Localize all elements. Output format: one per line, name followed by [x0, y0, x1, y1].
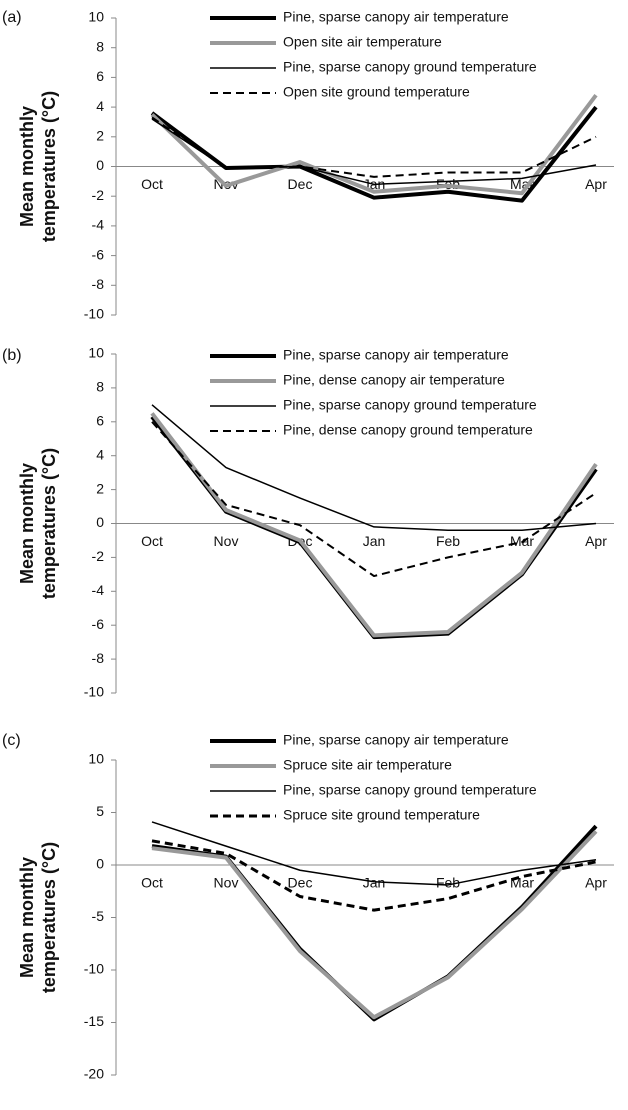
y-tick-label: -20	[84, 1066, 104, 1082]
y-tick-label: -2	[92, 548, 105, 564]
x-tick-label: Jan	[363, 875, 386, 891]
y-axis-label-line: temperatures (°C)	[39, 91, 59, 242]
series-line	[150, 412, 598, 638]
legend-label: Pine, sparse canopy ground temperature	[283, 397, 537, 413]
legend-label: Pine, sparse canopy ground temperature	[283, 782, 537, 798]
y-tick-label: 2	[96, 128, 104, 144]
y-axis-label-line: Mean monthly	[17, 106, 37, 227]
y-tick-label: 5	[96, 803, 104, 819]
y-tick-label: -10	[84, 684, 104, 700]
legend-label: Open site air temperature	[283, 34, 442, 50]
y-tick-label: -10	[84, 306, 104, 322]
panel-label: (b)	[2, 347, 22, 364]
y-axis-label-line: temperatures (°C)	[39, 448, 59, 599]
y-tick-label: 4	[96, 98, 104, 114]
x-tick-label: Oct	[141, 533, 163, 549]
y-axis-label: Mean monthly temperatures (°C)	[17, 91, 59, 242]
series-line	[151, 839, 597, 912]
panel-label: (c)	[2, 732, 21, 749]
series-line	[151, 404, 597, 532]
y-tick-label: -8	[92, 650, 105, 666]
y-tick-label: 10	[88, 345, 104, 361]
y-axis-label: Mean monthly temperatures (°C)	[17, 842, 59, 993]
legend-label: Pine, sparse canopy ground temperature	[283, 59, 537, 75]
y-axis-label-line: Mean monthly	[17, 463, 37, 584]
series-line	[150, 94, 598, 196]
y-axis-label-line: temperatures (°C)	[39, 842, 59, 993]
legend-label: Pine, sparse canopy air temperature	[283, 732, 509, 748]
x-tick-label: Dec	[288, 875, 313, 891]
y-tick-label: -6	[92, 246, 105, 262]
legend-label: Spruce site ground temperature	[283, 807, 480, 823]
y-tick-label: -8	[92, 276, 105, 292]
y-tick-label: 0	[96, 157, 104, 173]
x-tick-label: Apr	[585, 875, 607, 891]
legend-label: Pine, sparse canopy air temperature	[283, 347, 509, 363]
x-tick-label: Mar	[510, 875, 534, 891]
series-line	[151, 821, 597, 886]
x-tick-label: Oct	[141, 176, 163, 192]
legend-label: Pine, dense canopy ground temperature	[283, 422, 533, 438]
y-tick-label: -4	[92, 582, 105, 598]
x-tick-label: Feb	[436, 533, 460, 549]
series-line	[151, 118, 597, 186]
x-tick-label: Nov	[214, 875, 239, 891]
series-line	[151, 116, 597, 178]
y-tick-label: -4	[92, 217, 105, 233]
x-tick-label: Dec	[288, 176, 313, 192]
series-line	[151, 421, 597, 578]
y-tick-label: 10	[88, 751, 104, 767]
y-tick-label: 8	[96, 379, 104, 395]
legend-label: Pine, sparse canopy air temperature	[283, 9, 509, 25]
x-tick-label: Feb	[436, 875, 460, 891]
y-tick-label: 0	[96, 514, 104, 530]
y-tick-label: 4	[96, 446, 104, 462]
x-tick-label: Apr	[585, 533, 607, 549]
x-tick-label: Nov	[214, 533, 239, 549]
x-tick-label: Jan	[363, 533, 386, 549]
y-tick-label: 10	[88, 9, 104, 25]
y-tick-label: -2	[92, 187, 105, 203]
y-tick-label: 2	[96, 480, 104, 496]
legend-label: Spruce site air temperature	[283, 757, 452, 773]
y-tick-label: -5	[92, 908, 105, 924]
y-tick-label: 8	[96, 38, 104, 54]
x-tick-label: Oct	[141, 875, 163, 891]
y-tick-label: 6	[96, 413, 104, 429]
series-line	[151, 830, 598, 1020]
y-tick-label: 6	[96, 68, 104, 84]
y-tick-label: -6	[92, 616, 105, 632]
legend-label: Open site ground temperature	[283, 84, 470, 100]
x-tick-label: Apr	[585, 176, 607, 192]
panel-label: (a)	[2, 9, 22, 26]
y-axis-label: Mean monthly temperatures (°C)	[17, 448, 59, 599]
legend-label: Pine, dense canopy air temperature	[283, 372, 505, 388]
y-tick-label: 0	[96, 856, 104, 872]
y-axis-label-line: Mean monthly	[17, 857, 37, 978]
y-tick-label: -10	[84, 961, 104, 977]
y-tick-label: -15	[84, 1013, 104, 1029]
